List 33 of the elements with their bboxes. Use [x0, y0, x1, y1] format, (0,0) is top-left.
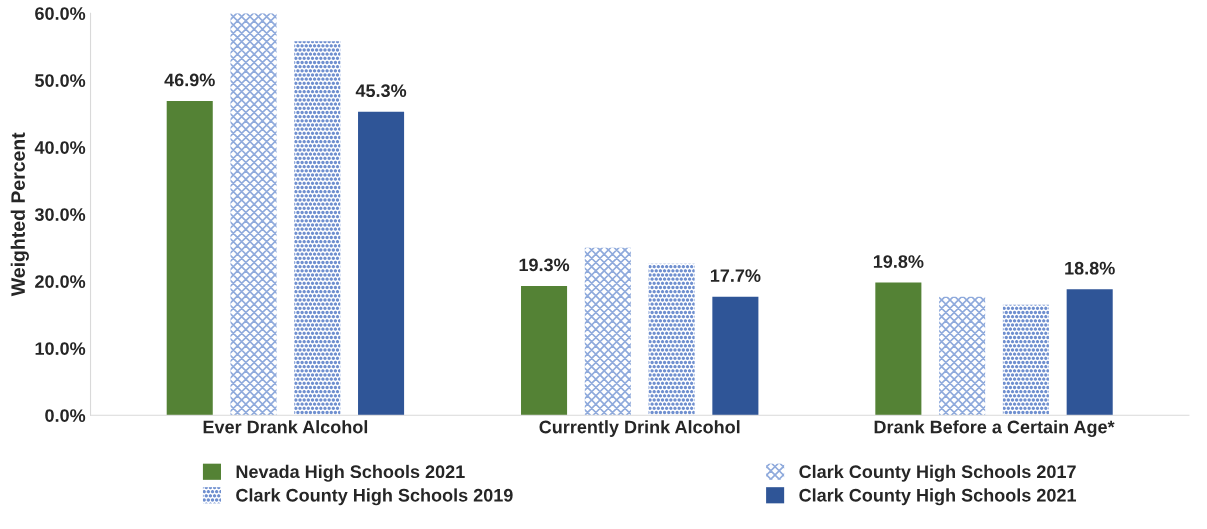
- bar: [358, 111, 405, 416]
- y-tick-label: 30.0%: [34, 208, 86, 221]
- y-tick-label: 60.0%: [35, 7, 86, 20]
- x-tick-label: Drank Before a Certain Age*: [874, 420, 1115, 438]
- bar: [294, 41, 341, 416]
- data-label: 17.7%: [710, 269, 761, 282]
- bar: [230, 13, 277, 416]
- y-tick-label: 0.0%: [45, 409, 86, 422]
- legend-label: Clark County High Schools 2017: [799, 464, 1076, 482]
- data-label: 19.8%: [873, 255, 924, 268]
- y-tick-label: 50.0%: [35, 74, 86, 87]
- y-tick-label: 10.0%: [35, 342, 86, 355]
- legend-label: Clark County High Schools 2021: [799, 488, 1077, 506]
- bar: [939, 296, 986, 416]
- bar: [1066, 289, 1113, 416]
- y-axis-title: Weighted Percent: [10, 132, 29, 297]
- legend-label: Clark County High Schools 2019: [236, 488, 513, 506]
- bar: [1002, 304, 1049, 416]
- y-tick-label: 20.0%: [35, 275, 86, 288]
- bar: [875, 282, 922, 416]
- x-tick-label: Ever Drank Alcohol: [203, 420, 368, 434]
- y-tick-label: 40.0%: [34, 141, 86, 154]
- bar: [648, 263, 695, 416]
- legend-label: Nevada High Schools 2021: [236, 464, 465, 482]
- bar: [712, 296, 759, 416]
- bar: [521, 285, 568, 416]
- data-label: 18.8%: [1065, 261, 1115, 275]
- x-tick-label: Currently Drink Alcohol: [539, 420, 740, 437]
- bar: [166, 101, 213, 416]
- bar: [584, 247, 631, 416]
- data-label: 46.9%: [164, 73, 215, 87]
- data-label: 19.3%: [519, 258, 570, 272]
- data-label: 45.3%: [355, 84, 407, 98]
